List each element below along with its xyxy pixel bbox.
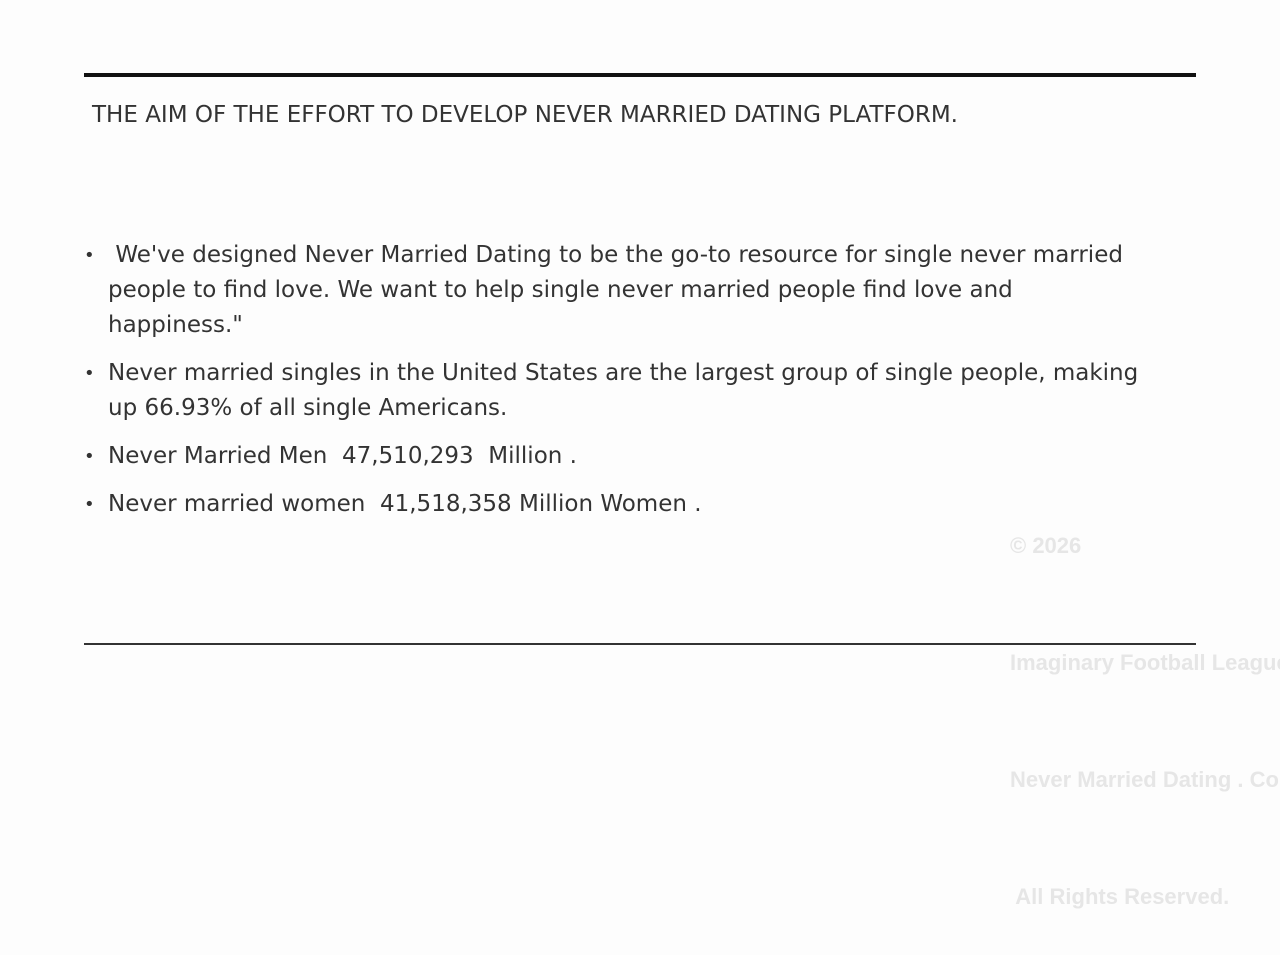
bullet: Never married women 41,518,358 Million W…	[84, 487, 1144, 522]
watermark-line: All Rights Reserved.	[1010, 884, 1230, 909]
slide-title: THE AIM OF THE EFFORT TO DEVELOP NEVER M…	[92, 102, 958, 128]
bottom-rule	[84, 643, 1196, 645]
bullet-list: We've designed Never Married Dating to b…	[84, 238, 1144, 535]
watermark: © 2026 Imaginary Football League Never M…	[1010, 448, 1280, 955]
top-rule	[84, 73, 1196, 77]
watermark-line: Imaginary Football League	[1010, 650, 1280, 675]
watermark-line: © 2026	[1010, 533, 1082, 558]
watermark-line: Never Married Dating . Com	[1010, 767, 1280, 792]
bullet: Never Married Men 47,510,293 Million .	[84, 439, 1144, 474]
slide: THE AIM OF THE EFFORT TO DEVELOP NEVER M…	[0, 0, 1280, 720]
bullet: We've designed Never Married Dating to b…	[84, 238, 1144, 343]
bullet: Never married singles in the United Stat…	[84, 356, 1144, 426]
